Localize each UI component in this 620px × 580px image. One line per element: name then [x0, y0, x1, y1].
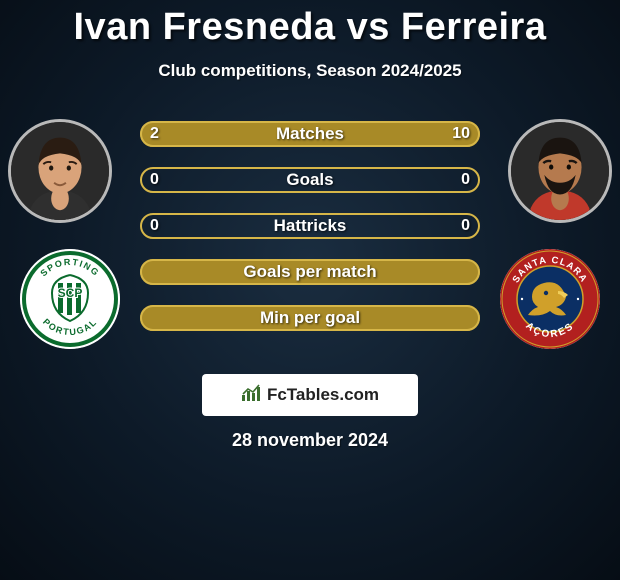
club-logo-right: SANTA CLARA AÇORES	[500, 249, 600, 349]
brand-label: FcTables.com	[267, 385, 379, 405]
stat-bar: Goals per match	[140, 259, 480, 285]
brand-chart-icon	[241, 384, 263, 407]
bar-value-right: 10	[452, 125, 470, 143]
svg-text:SCP: SCP	[58, 286, 83, 300]
bar-value-left: 0	[150, 171, 159, 189]
bar-track	[140, 305, 480, 331]
sporting-logo-icon: SPORTING PORTUGAL SCP	[20, 249, 120, 349]
bar-fill-left	[140, 121, 197, 147]
player-left-icon	[11, 122, 109, 220]
bar-value-right: 0	[461, 217, 470, 235]
bar-track	[140, 213, 480, 239]
subtitle: Club competitions, Season 2024/2025	[0, 61, 620, 81]
bar-value-right: 0	[461, 171, 470, 189]
avatar-right	[508, 119, 612, 223]
page-title: Ivan Fresneda vs Ferreira	[0, 6, 620, 49]
bar-fill-right	[197, 121, 480, 147]
bar-value-left: 2	[150, 125, 159, 143]
santa-clara-logo-icon: SANTA CLARA AÇORES	[500, 249, 600, 349]
bar-track	[140, 167, 480, 193]
bar-value-left: 0	[150, 217, 159, 235]
bar-track	[140, 259, 480, 285]
stat-bar: Matches210	[140, 121, 480, 147]
stats-area: SPORTING PORTUGAL SCP	[0, 121, 620, 356]
avatar-left	[8, 119, 112, 223]
player-right-icon	[511, 122, 609, 220]
brand-box[interactable]: FcTables.com	[202, 374, 418, 416]
bar-fill-full	[140, 259, 480, 285]
stat-bar: Hattricks00	[140, 213, 480, 239]
date-label: 28 november 2024	[0, 430, 620, 451]
club-logo-left: SPORTING PORTUGAL SCP	[20, 249, 120, 349]
stat-bars: Matches210Goals00Hattricks00Goals per ma…	[140, 121, 480, 331]
bar-fill-full	[140, 305, 480, 331]
card-content: Ivan Fresneda vs Ferreira Club competiti…	[0, 0, 620, 451]
bar-track	[140, 121, 480, 147]
stat-bar: Min per goal	[140, 305, 480, 331]
stat-bar: Goals00	[140, 167, 480, 193]
